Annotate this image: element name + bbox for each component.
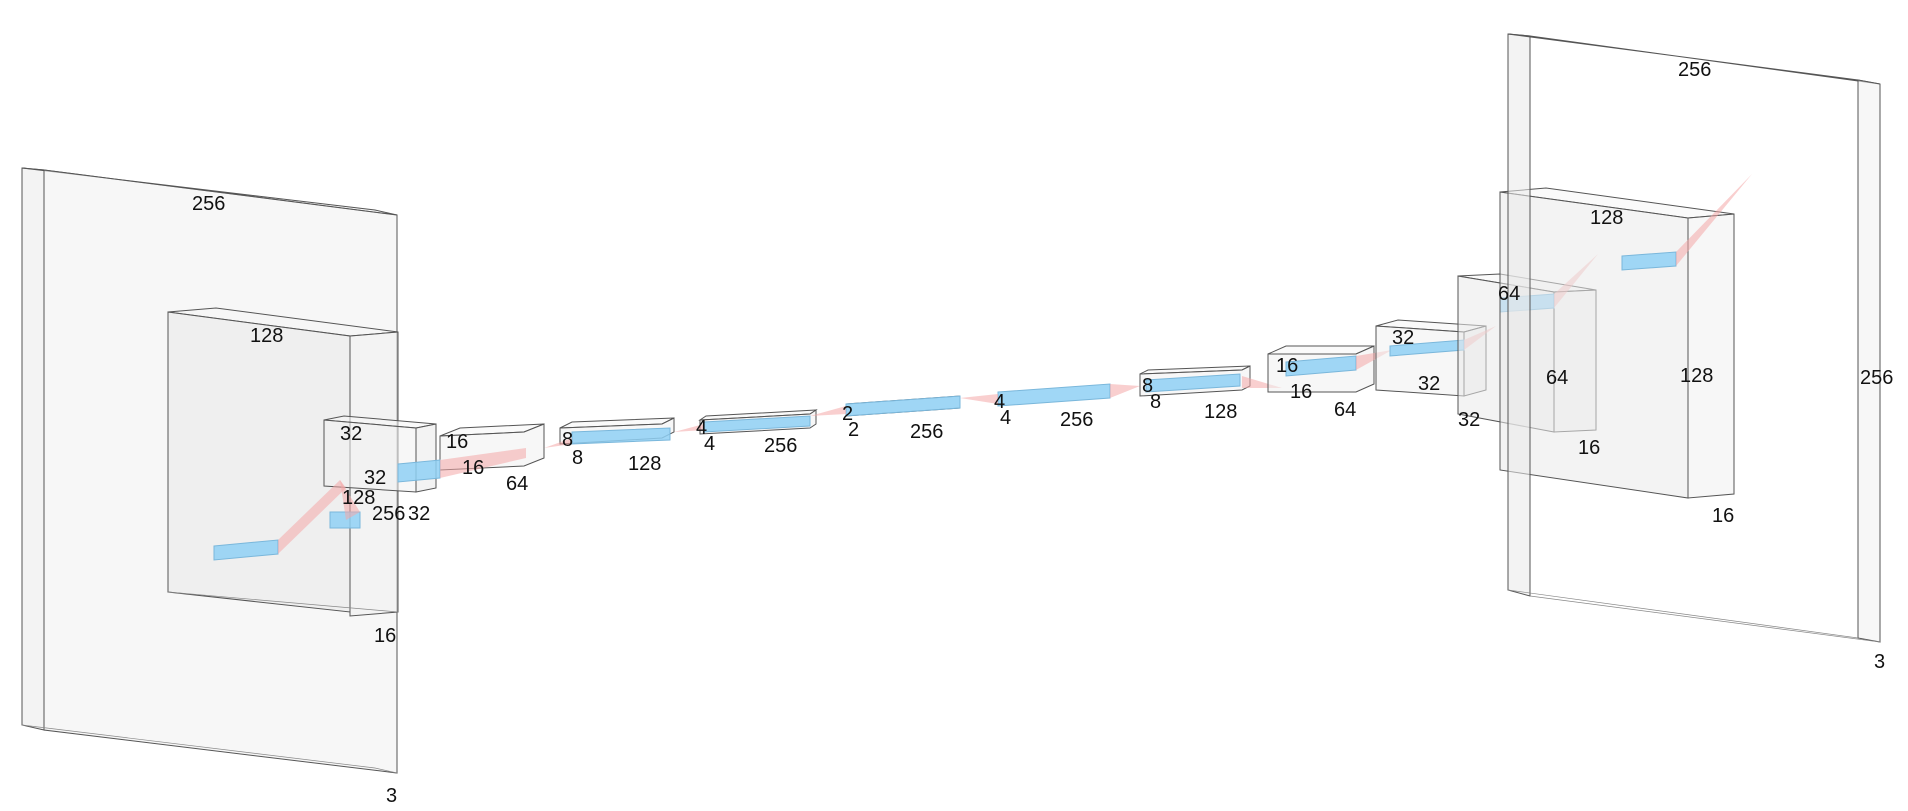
dec64-width-label: 64 bbox=[1498, 283, 1520, 305]
enc-cone-4 bbox=[544, 438, 572, 448]
enc32-width-label: 32 bbox=[340, 423, 362, 445]
dec-bar-8 bbox=[1145, 373, 1241, 393]
enc-cone-5 bbox=[674, 424, 704, 432]
decoder-block-16 bbox=[1267, 345, 1392, 393]
dec16-depth-label: 64 bbox=[1334, 399, 1356, 421]
dec4-height-label: 4 bbox=[1000, 407, 1011, 429]
in-plate-width-label: 256 bbox=[192, 193, 225, 215]
dec32-width-label: 32 bbox=[1392, 327, 1414, 349]
enc4-depth-label: 256 bbox=[764, 435, 797, 457]
dec128-width-label: 128 bbox=[1590, 207, 1623, 229]
dec16-width-label: 16 bbox=[1276, 355, 1298, 377]
enc128-depth-label: 16 bbox=[374, 625, 396, 647]
encoder-block-8 bbox=[544, 417, 675, 448]
out-plate-height-label: 256 bbox=[1860, 367, 1893, 389]
dec-cone-4a bbox=[960, 394, 998, 404]
enc4-height-label: 4 bbox=[704, 433, 715, 455]
middle-block-2 bbox=[810, 395, 961, 417]
enc16-height-label: 16 bbox=[462, 457, 484, 479]
mid-cone bbox=[810, 406, 846, 416]
enc32-inner-256-label: 256 bbox=[372, 503, 405, 525]
dec128-depth-label: 16 bbox=[1712, 505, 1734, 527]
dec64-height-label: 64 bbox=[1546, 367, 1568, 389]
decoder-block-128 bbox=[1499, 174, 1752, 499]
enc16-width-label: 16 bbox=[446, 431, 468, 453]
enc32-inner-32-label: 32 bbox=[364, 467, 386, 489]
dec128-height-label: 128 bbox=[1680, 365, 1713, 387]
enc4-width-label: 4 bbox=[696, 417, 707, 439]
enc-bar-16 bbox=[397, 459, 441, 483]
dec8-depth-label: 128 bbox=[1204, 401, 1237, 423]
dec4-width-label: 4 bbox=[994, 391, 1005, 413]
encoder-block-16 bbox=[397, 423, 545, 483]
enc16-depth-label: 64 bbox=[506, 473, 528, 495]
dec64-depth-label: 16 bbox=[1578, 437, 1600, 459]
mid2-height-label: 2 bbox=[848, 419, 859, 441]
decoder-block-8 bbox=[1139, 365, 1282, 397]
out-plate-depth-label: 3 bbox=[1874, 651, 1885, 673]
dec32-depth-label: 32 bbox=[1458, 409, 1480, 431]
mid-bar-2 bbox=[845, 395, 961, 417]
in-plate-depth-label: 3 bbox=[386, 785, 397, 807]
mid2-width-label: 2 bbox=[842, 403, 853, 425]
enc32-depth-label: 32 bbox=[408, 503, 430, 525]
enc8-width-label: 8 bbox=[562, 429, 573, 451]
dec8-width-label: 8 bbox=[1142, 375, 1153, 397]
decoder-block-4 bbox=[960, 383, 1140, 407]
enc-cone-1 bbox=[278, 480, 346, 554]
enc128-width-label: 128 bbox=[250, 325, 283, 347]
enc8-height-label: 8 bbox=[572, 447, 583, 469]
enc8-depth-label: 128 bbox=[628, 453, 661, 475]
dec32-height-label: 32 bbox=[1418, 373, 1440, 395]
dec-cone-128 bbox=[1676, 174, 1752, 266]
dec-bar-4 bbox=[997, 383, 1111, 407]
dec16-height-label: 16 bbox=[1290, 381, 1312, 403]
out-plate-width-label: 256 bbox=[1678, 59, 1711, 81]
mid2-depth-label: 256 bbox=[910, 421, 943, 443]
dec4-depth-label: 256 bbox=[1060, 409, 1093, 431]
encoder-block-4 bbox=[674, 409, 818, 435]
enc32-inner-128-label: 128 bbox=[342, 487, 375, 509]
enc-cone-2 bbox=[340, 480, 360, 520]
dec-cone-4b bbox=[1110, 384, 1140, 398]
dec8-height-label: 8 bbox=[1150, 391, 1161, 413]
output-plate bbox=[1507, 33, 1881, 643]
enc-cone-3 bbox=[440, 448, 526, 478]
